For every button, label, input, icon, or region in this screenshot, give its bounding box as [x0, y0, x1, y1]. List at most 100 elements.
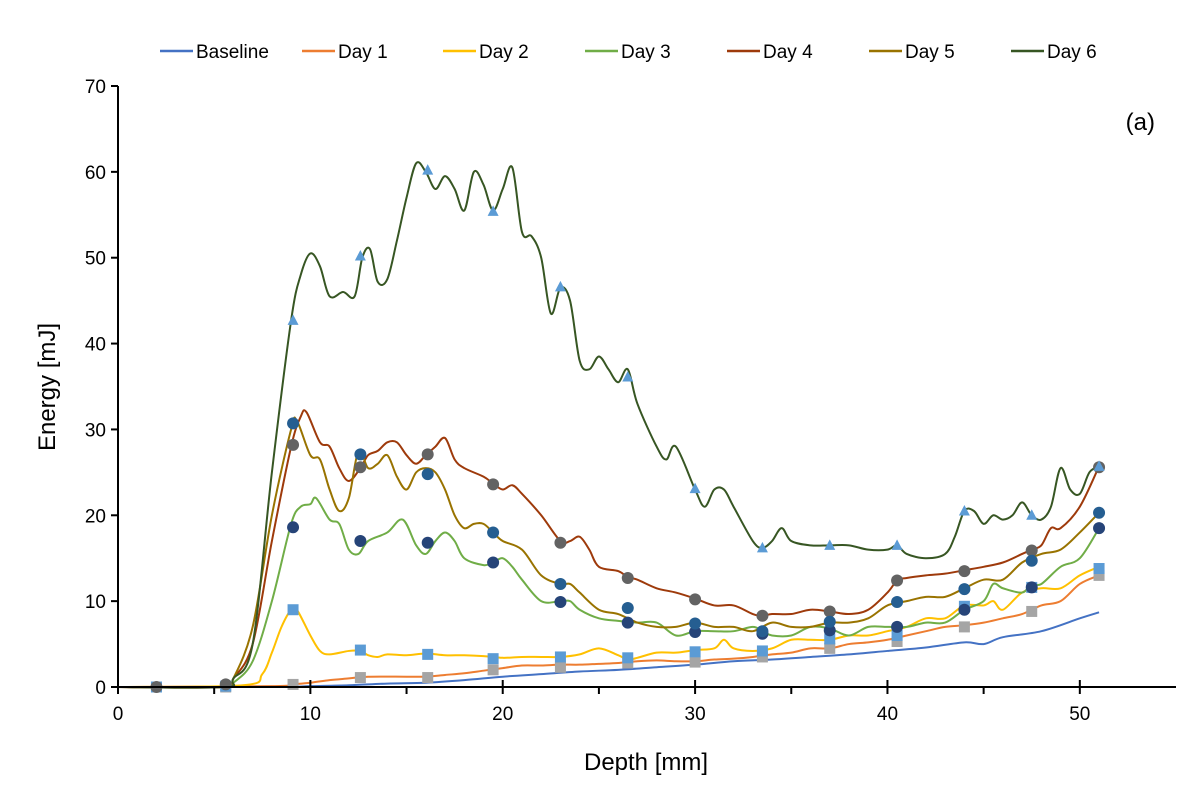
data-point-marker	[554, 651, 566, 663]
data-point-marker	[487, 478, 500, 491]
data-point-marker	[554, 661, 566, 673]
x-axis-title: Depth [mm]	[584, 749, 708, 776]
data-point-marker	[554, 577, 567, 590]
data-point-marker	[689, 646, 701, 658]
data-point-marker	[891, 629, 903, 641]
data-point-marker	[354, 249, 366, 261]
legend-label-day-3: Day 3	[621, 42, 671, 63]
data-point-marker	[756, 645, 768, 657]
legend: Baseline Day 1 Day 2 Day 3 Day 4 Day 5 Day 6	[160, 42, 1097, 63]
y-tick-label: 10	[85, 592, 106, 613]
data-point-marker	[756, 609, 769, 622]
series-line-day-3	[117, 496, 1100, 689]
data-point-marker	[354, 535, 367, 548]
data-point-marker	[421, 448, 434, 461]
data-point-marker	[622, 652, 634, 664]
data-point-marker	[421, 536, 434, 549]
series-line-baseline	[117, 611, 1100, 689]
annotation-label: (a)	[1126, 109, 1155, 136]
series-layer	[117, 161, 1100, 689]
data-point-marker	[1025, 544, 1038, 557]
series-line-day-6	[117, 161, 1100, 689]
data-point-marker	[824, 642, 836, 654]
marker-layer	[150, 164, 1106, 693]
data-point-marker	[823, 615, 836, 628]
legend-label-baseline: Baseline	[196, 42, 269, 63]
data-point-marker	[823, 624, 836, 637]
data-point-marker	[689, 593, 702, 606]
data-point-marker	[354, 461, 367, 474]
data-point-marker	[1026, 509, 1038, 520]
data-point-marker	[487, 556, 500, 569]
data-point-marker	[689, 626, 702, 639]
y-axis-title: Energy [mJ]	[34, 323, 61, 451]
x-tick-label: 0	[113, 704, 124, 725]
data-point-marker	[1093, 522, 1106, 535]
y-tick-label: 0	[95, 678, 106, 699]
data-point-marker	[487, 664, 499, 676]
data-point-marker	[958, 583, 971, 596]
data-point-marker	[622, 371, 634, 382]
data-point-marker	[1025, 581, 1038, 594]
data-point-marker	[287, 417, 300, 430]
data-point-marker	[1026, 605, 1038, 617]
legend-label-day-5: Day 5	[905, 42, 955, 63]
data-point-marker	[354, 644, 366, 656]
data-point-marker	[287, 604, 299, 616]
data-point-marker	[422, 672, 434, 684]
y-tick-label: 60	[85, 163, 106, 184]
data-point-marker	[891, 635, 903, 647]
legend-label-day-4: Day 4	[763, 42, 813, 63]
data-point-marker	[958, 621, 970, 633]
data-point-marker	[621, 571, 634, 584]
data-point-marker	[487, 205, 499, 216]
data-point-marker	[689, 482, 701, 494]
data-point-marker	[421, 468, 434, 481]
y-tick-label: 70	[85, 77, 106, 98]
data-point-marker	[1025, 554, 1038, 567]
data-point-marker	[756, 625, 769, 638]
data-point-marker	[756, 651, 768, 663]
x-tick-label: 10	[300, 704, 321, 725]
x-tick-label: 40	[877, 704, 898, 725]
data-point-marker	[689, 617, 702, 630]
x-tick-label: 50	[1069, 704, 1090, 725]
data-point-marker	[891, 539, 903, 550]
series-line-day-5	[117, 416, 1100, 689]
data-point-marker	[287, 678, 299, 690]
data-point-marker	[621, 602, 634, 615]
data-point-marker	[287, 314, 299, 325]
data-point-marker	[891, 574, 904, 587]
data-point-marker	[487, 653, 499, 665]
y-tick-label: 40	[85, 335, 106, 356]
data-point-marker	[354, 672, 366, 684]
data-point-marker	[487, 526, 500, 539]
axes: 0 10 20 30 40 50 60 70 0 10 20 30 40 50	[85, 77, 1176, 725]
data-point-marker	[1093, 563, 1105, 575]
legend-label-day-6: Day 6	[1047, 42, 1097, 63]
x-tick-label: 20	[492, 704, 513, 725]
y-tick-label: 30	[85, 420, 106, 441]
data-point-marker	[824, 633, 836, 645]
data-point-marker	[756, 541, 768, 553]
data-point-marker	[958, 565, 971, 578]
data-point-marker	[1093, 506, 1106, 519]
series-line-day-4	[117, 409, 1100, 689]
x-tick-label: 30	[685, 704, 706, 725]
data-point-marker	[422, 164, 434, 175]
data-point-marker	[891, 620, 904, 633]
data-point-marker	[1093, 569, 1105, 581]
data-point-marker	[621, 616, 634, 629]
data-point-marker	[287, 521, 300, 534]
data-point-marker	[958, 603, 971, 616]
legend-label-day-1: Day 1	[338, 42, 388, 63]
data-point-marker	[554, 596, 567, 609]
data-point-marker	[891, 596, 904, 609]
data-point-marker	[1093, 460, 1105, 471]
data-point-marker	[554, 280, 566, 292]
data-point-marker	[219, 678, 232, 691]
data-point-marker	[354, 448, 367, 461]
data-point-marker	[554, 536, 567, 549]
legend-label-day-2: Day 2	[479, 42, 529, 63]
